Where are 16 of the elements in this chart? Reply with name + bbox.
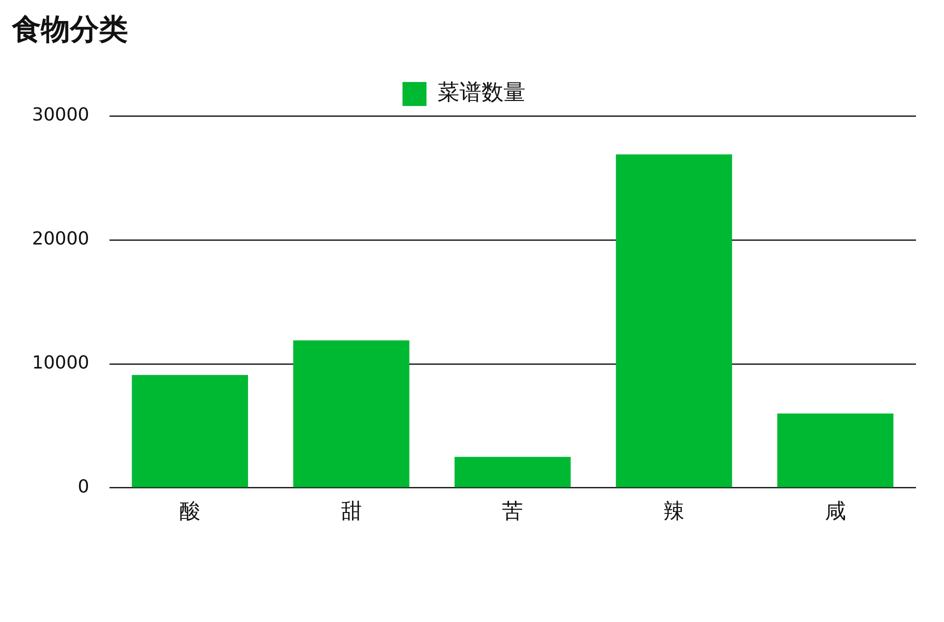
y-tick-label: 30000 <box>32 104 90 126</box>
x-tick-label: 酸 <box>179 498 200 523</box>
x-tick-label: 咸 <box>824 498 846 523</box>
bar <box>777 413 894 488</box>
chart-title: 食物分类 <box>12 11 128 48</box>
bar <box>293 340 410 488</box>
legend-label: 菜谱数量 <box>438 80 526 106</box>
bar <box>454 456 571 488</box>
x-tick-label: 苦 <box>502 498 524 523</box>
y-tick-label: 0 <box>78 476 90 498</box>
x-tick-label: 辣 <box>663 498 684 523</box>
y-tick-label: 20000 <box>32 228 90 250</box>
bar <box>132 375 248 488</box>
y-tick-label: 10000 <box>32 352 90 374</box>
bar <box>616 154 732 488</box>
x-tick-label: 甜 <box>340 498 362 523</box>
